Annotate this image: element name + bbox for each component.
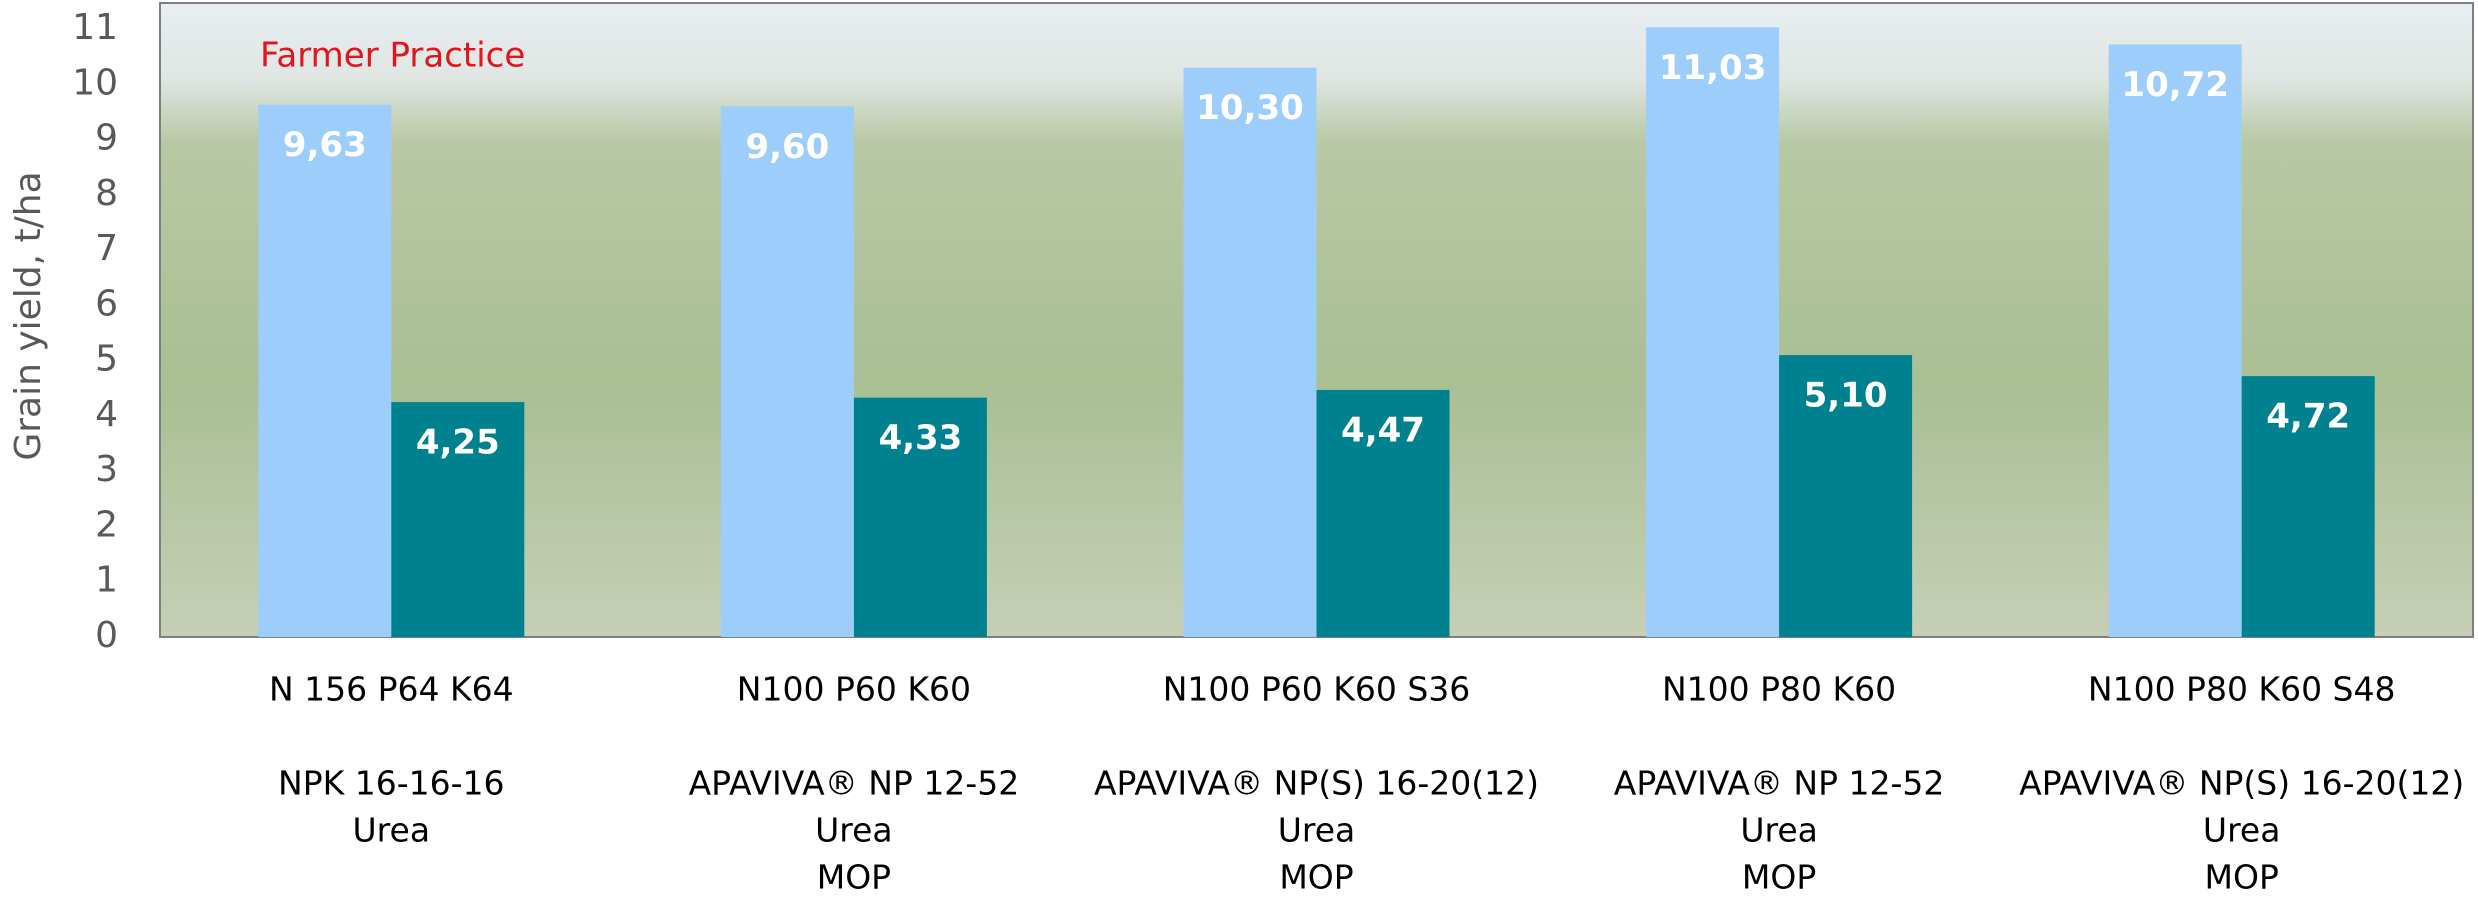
y-tick-label: 1 [95, 560, 118, 601]
x-tick-label: N100 P60 K60 [737, 670, 971, 709]
value-label: 4,25 [416, 423, 500, 463]
y-tick-label: 11 [72, 7, 118, 48]
y-tick-label: 5 [95, 339, 118, 380]
x-tick-label: N100 P80 K60 S48 [2088, 670, 2396, 709]
y-axis-label: Grain yield, t/ha [8, 171, 49, 460]
value-label: 5,10 [1804, 376, 1888, 416]
x-tick-label: MOP [1742, 858, 1816, 897]
bar [391, 402, 525, 637]
bar [2241, 376, 2375, 637]
bar [258, 104, 392, 637]
bar [853, 397, 987, 637]
x-tick-label: N100 P80 K60 [1662, 670, 1896, 709]
x-tick-label: Urea [1740, 811, 1818, 850]
x-tick-label: Urea [353, 811, 431, 850]
x-tick-label: Urea [1278, 811, 1356, 850]
x-tick-label: APAVIVA® NP 12-52 [1614, 764, 1945, 803]
value-label: 4,47 [1341, 410, 1425, 450]
x-tick-label: Urea [815, 811, 893, 850]
x-tick-label: MOP [2205, 858, 2279, 897]
bar [720, 106, 854, 637]
x-tick-label: N 156 P64 K64 [269, 670, 514, 709]
x-tick-label: MOP [1279, 858, 1353, 897]
y-tick-label: 2 [95, 504, 118, 545]
bar [1646, 27, 1780, 638]
bar [1779, 355, 1913, 637]
value-label: 4,33 [878, 418, 962, 458]
y-tick-label: 9 [95, 118, 118, 159]
x-tick-label: N100 P60 K60 S36 [1163, 670, 1471, 709]
x-tick-label: Urea [2203, 811, 2281, 850]
y-tick-label: 0 [95, 615, 118, 656]
value-label: 9,60 [745, 127, 829, 167]
value-label: 4,72 [2266, 397, 2350, 437]
value-label: 11,03 [1659, 48, 1767, 88]
y-tick-label: 7 [95, 228, 118, 269]
value-label: 10,72 [2121, 65, 2229, 105]
bar [2108, 44, 2242, 637]
x-tick-label: MOP [817, 858, 891, 897]
bar [1316, 389, 1450, 637]
x-tick-label: APAVIVA® NP(S) 16-20(12) [2019, 764, 2464, 803]
x-tick-label: APAVIVA® NP 12-52 [689, 764, 1020, 803]
annotation: Farmer Practice [260, 36, 525, 76]
y-tick-label: 6 [95, 283, 118, 324]
y-tick-label: 10 [72, 62, 118, 103]
y-tick-label: 4 [95, 394, 118, 435]
y-tick-label: 8 [95, 173, 118, 214]
value-label: 9,63 [283, 125, 367, 165]
bar [1183, 67, 1317, 637]
x-tick-label: APAVIVA® NP(S) 16-20(12) [1094, 764, 1539, 803]
x-tick-label: NPK 16-16-16 [278, 764, 505, 803]
y-tick-label: 3 [95, 449, 118, 490]
value-label: 10,30 [1196, 88, 1304, 128]
